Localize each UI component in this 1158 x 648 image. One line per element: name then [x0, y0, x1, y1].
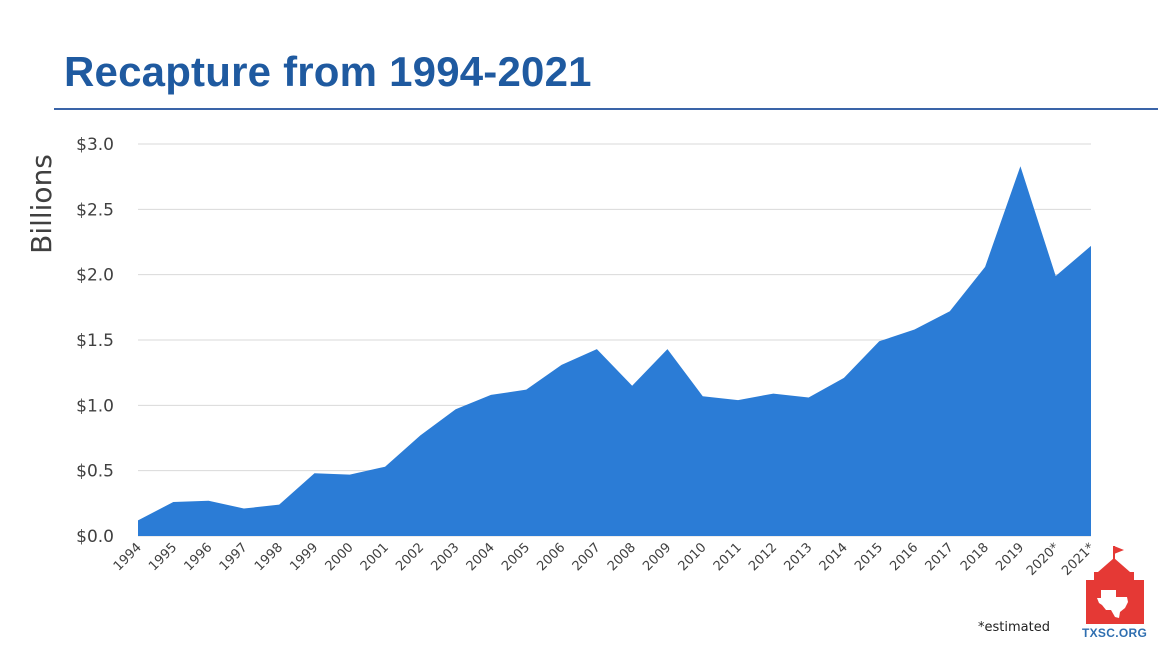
y-tick-label: $0.5: [76, 462, 114, 482]
x-tick-label: 2009: [640, 540, 674, 574]
logo-text: TXSC.ORG: [1082, 626, 1148, 640]
x-tick-label: 1996: [181, 540, 215, 574]
x-tick-label: 2004: [464, 540, 498, 574]
y-axis-ticks: $0.0 $0.5 $1.0 $1.5 $2.0 $2.5 $3.0: [76, 135, 114, 547]
x-tick-label: 2000: [323, 540, 357, 574]
x-tick-label: 1994: [111, 540, 145, 574]
x-tick-label: 2017: [923, 540, 957, 574]
y-tick-label: $1.5: [76, 331, 114, 351]
x-tick-label: 2003: [428, 540, 462, 574]
x-tick-label: 2005: [499, 540, 533, 574]
x-tick-label: 2007: [570, 540, 604, 574]
y-axis-label: Billions: [25, 154, 58, 254]
page-title: Recapture from 1994-2021: [64, 48, 592, 95]
data-area: [137, 166, 1092, 536]
x-tick-label: 2015: [852, 540, 886, 574]
title-divider: [54, 108, 1158, 110]
footnote-estimated: *estimated: [978, 620, 1050, 635]
y-tick-label: $1.0: [76, 396, 114, 416]
y-tick-label: $3.0: [76, 135, 114, 155]
x-tick-label: 1995: [146, 540, 180, 574]
x-tick-label: 1998: [252, 540, 286, 574]
x-tick-label: 2012: [746, 540, 780, 574]
x-tick-label: 1999: [287, 540, 321, 574]
x-tick-label: 2001: [358, 540, 392, 574]
y-tick-label: $0.0: [76, 527, 114, 547]
x-tick-label: 1997: [217, 540, 251, 574]
x-tick-label: 2002: [393, 540, 427, 574]
x-tick-label: 2013: [781, 540, 815, 574]
y-tick-label: $2.0: [76, 266, 114, 286]
x-tick-label: 2011: [711, 540, 745, 574]
x-tick-label: 2018: [958, 540, 992, 574]
x-tick-label: 2016: [887, 540, 921, 574]
x-tick-label: 2019: [993, 540, 1027, 574]
y-tick-label: $2.5: [76, 200, 114, 220]
x-tick-label: 2020*: [1024, 540, 1063, 579]
x-tick-label: 2010: [676, 540, 710, 574]
schoolhouse-texas-icon[interactable]: [1080, 544, 1152, 644]
x-tick-label: 2008: [605, 540, 639, 574]
x-tick-label: 2006: [534, 540, 568, 574]
x-axis-ticks: 1994 1995 1996 1997 1998 1999 2000 2001 2002 2003…: [111, 540, 1098, 579]
series-area: [138, 166, 1091, 536]
x-tick-label: 2014: [817, 540, 851, 574]
